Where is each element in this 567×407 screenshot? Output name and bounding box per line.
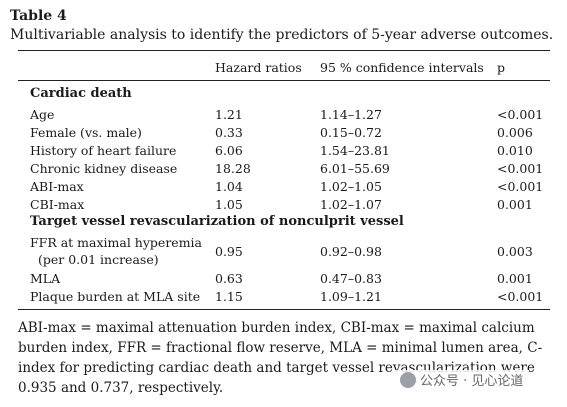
row-label: ABI-max	[30, 179, 84, 194]
row-label: History of heart failure	[30, 143, 177, 158]
row-label: Female (vs. male)	[30, 125, 142, 140]
row-confidence-interval: 0.47–0.83	[320, 271, 382, 286]
row-p-value: 0.001	[497, 271, 533, 286]
row-confidence-interval: 1.54–23.81	[320, 143, 390, 158]
row-hazard-ratio: 1.21	[215, 107, 243, 122]
row-confidence-interval: 0.15–0.72	[320, 125, 382, 140]
row-p-value: <0.001	[497, 179, 544, 194]
header-rule	[18, 80, 550, 81]
watermark-text: 公众号 · 见心论道	[420, 374, 524, 389]
bottom-rule	[18, 309, 550, 310]
row-p-value: <0.001	[497, 289, 544, 304]
column-header-confidence-intervals: 95 % confidence intervals	[320, 60, 484, 75]
row-confidence-interval: 1.02–1.07	[320, 197, 382, 212]
row-hazard-ratio: 1.05	[215, 197, 243, 212]
row-p-value: <0.001	[497, 161, 544, 176]
row-hazard-ratio: 6.06	[215, 143, 243, 158]
row-hazard-ratio: 0.33	[215, 125, 243, 140]
row-label-continuation: (per 0.01 increase)	[38, 252, 159, 267]
row-confidence-interval: 1.14–1.27	[320, 107, 382, 122]
row-hazard-ratio: 0.95	[215, 244, 243, 259]
section-title-target-vessel-revascularization: Target vessel revascularization of noncu…	[30, 214, 404, 229]
row-confidence-interval: 1.02–1.05	[320, 179, 382, 194]
row-confidence-interval: 6.01–55.69	[320, 161, 390, 176]
row-p-value: 0.010	[497, 143, 533, 158]
table-label: Table 4	[10, 8, 67, 24]
row-hazard-ratio: 18.28	[215, 161, 251, 176]
row-label: FFR at maximal hyperemia	[30, 235, 202, 250]
row-label: Plaque burden at MLA site	[30, 289, 201, 304]
column-header-p: p	[497, 60, 506, 75]
row-p-value: <0.001	[497, 107, 544, 122]
row-label: Chronic kidney disease	[30, 161, 178, 176]
table-footnote: ABI-max = maximal attenuation burden ind…	[18, 320, 543, 396]
row-confidence-interval: 0.92–0.98	[320, 244, 382, 259]
row-hazard-ratio: 1.04	[215, 179, 243, 194]
row-p-value: 0.003	[497, 244, 533, 259]
row-p-value: 0.006	[497, 125, 533, 140]
column-header-hazard-ratios: Hazard ratios	[215, 60, 302, 75]
row-hazard-ratio: 0.63	[215, 271, 243, 286]
row-label: MLA	[30, 271, 61, 286]
wechat-icon	[400, 371, 416, 388]
row-label: Age	[30, 107, 55, 122]
row-label: CBI-max	[30, 197, 85, 212]
table-caption: Multivariable analysis to identify the p…	[10, 27, 554, 43]
watermark: 公众号 · 见心论道	[394, 370, 530, 389]
row-p-value: 0.001	[497, 197, 533, 212]
row-hazard-ratio: 1.15	[215, 289, 243, 304]
row-confidence-interval: 1.09–1.21	[320, 289, 382, 304]
section-title-cardiac-death: Cardiac death	[30, 86, 132, 101]
top-rule	[18, 50, 550, 51]
